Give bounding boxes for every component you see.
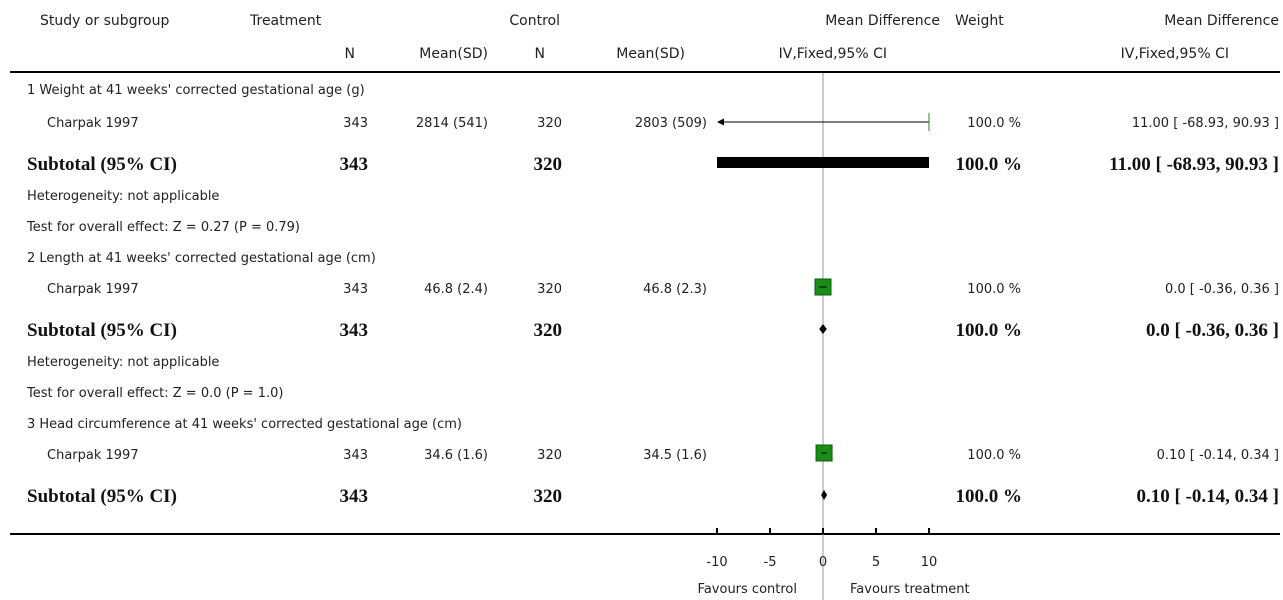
group-1-title: 1 Weight at 41 weeks' corrected gestatio… xyxy=(27,83,365,98)
group-1-study-n2: 320 xyxy=(537,116,562,131)
group-2-study-mean2: 46.8 (2.3) xyxy=(643,282,707,297)
header-treatment: Treatment xyxy=(250,13,322,29)
header-n1: N xyxy=(344,46,355,62)
group-3-study-ci: 0.10 [ -0.14, 0.34 ] xyxy=(1156,448,1279,463)
group-1-heterogeneity: Heterogeneity: not applicable xyxy=(27,189,220,204)
group-3-study-mean2: 34.5 (1.6) xyxy=(643,448,707,463)
group-1-study-mean1: 2814 (541) xyxy=(415,116,488,131)
group-1-overall-effect: Test for overall effect: Z = 0.27 (P = 0… xyxy=(27,220,300,235)
header-study: Study or subgroup xyxy=(40,13,170,29)
group-3-study-name: Charpak 1997 xyxy=(47,448,139,463)
header-control: Control xyxy=(509,13,560,29)
group-3-subtotal-label: Subtotal (95% CI) xyxy=(27,486,177,507)
study-ci-arrow-1 xyxy=(717,118,724,126)
group-2-subtotal-ci: 0.0 [ -0.36, 0.36 ] xyxy=(1146,320,1279,341)
group-2-subtotal-label: Subtotal (95% CI) xyxy=(27,320,177,341)
group-3-study-n1: 343 xyxy=(343,448,368,463)
tick-label-neg10: -10 xyxy=(706,555,728,570)
header-method-plot: IV,Fixed,95% CI xyxy=(778,46,887,62)
group-2-subtotal-weight: 100.0 % xyxy=(955,320,1023,341)
group-1-study-mean2: 2803 (509) xyxy=(634,116,707,131)
subtotal-diamond-3 xyxy=(821,490,828,500)
group-3-subtotal-weight: 100.0 % xyxy=(955,486,1023,507)
group-2-study-n1: 343 xyxy=(343,282,368,297)
group-2-subtotal-n1: 343 xyxy=(339,320,369,341)
group-2-study-ci: 0.0 [ -0.36, 0.36 ] xyxy=(1164,282,1279,297)
group-1-subtotal-n1: 343 xyxy=(339,154,369,175)
header-weight: Weight xyxy=(955,13,1004,29)
header-md-text: Mean Difference xyxy=(1164,13,1279,29)
group-1-subtotal-n2: 320 xyxy=(533,154,563,175)
group-1-subtotal-label: Subtotal (95% CI) xyxy=(27,154,177,175)
group-2-study-name: Charpak 1997 xyxy=(47,282,139,297)
group-3-subtotal-n1: 343 xyxy=(339,486,369,507)
group-2-title: 2 Length at 41 weeks' corrected gestatio… xyxy=(27,251,376,266)
group-1-study-name: Charpak 1997 xyxy=(47,116,139,131)
group-2-heterogeneity: Heterogeneity: not applicable xyxy=(27,355,220,370)
group-2-overall-effect: Test for overall effect: Z = 0.0 (P = 1.… xyxy=(27,386,284,401)
header-mean1: Mean(SD) xyxy=(419,46,488,62)
tick-label-5: 5 xyxy=(871,555,881,570)
favours-treatment-label: Favours treatment xyxy=(850,582,970,597)
group-2-subtotal-n2: 320 xyxy=(533,320,563,341)
header-n2: N xyxy=(534,46,545,62)
header-mean2: Mean(SD) xyxy=(616,46,685,62)
group-1-subtotal-ci: 11.00 [ -68.93, 90.93 ] xyxy=(1109,154,1279,175)
tick-label-10: 10 xyxy=(920,555,938,570)
group-3-subtotal-ci: 0.10 [ -0.14, 0.34 ] xyxy=(1136,486,1279,507)
subtotal-diamond-1 xyxy=(717,157,929,168)
group-2-study-mean1: 46.8 (2.4) xyxy=(424,282,488,297)
group-1-subtotal-weight: 100.0 % xyxy=(955,154,1023,175)
footer-rule xyxy=(10,533,1280,535)
group-3-study-weight: 100.0 % xyxy=(967,448,1021,463)
tick-label-0: 0 xyxy=(818,555,828,570)
header-method-text: IV,Fixed,95% CI xyxy=(1120,46,1229,62)
group-3-study-mean1: 34.6 (1.6) xyxy=(424,448,488,463)
group-1-study-n1: 343 xyxy=(343,116,368,131)
tick-label-neg5: -5 xyxy=(763,555,777,570)
header-md-plot: Mean Difference xyxy=(825,13,940,29)
subtotal-diamond-2 xyxy=(819,324,827,334)
header-rule xyxy=(10,71,1280,73)
group-1-study-ci: 11.00 [ -68.93, 90.93 ] xyxy=(1131,116,1279,131)
group-3-title: 3 Head circumference at 41 weeks' correc… xyxy=(27,417,462,432)
group-1-study-weight: 100.0 % xyxy=(967,116,1021,131)
group-2-study-weight: 100.0 % xyxy=(967,282,1021,297)
group-2-study-n2: 320 xyxy=(537,282,562,297)
favours-control-label: Favours control xyxy=(697,582,797,597)
group-3-subtotal-n2: 320 xyxy=(533,486,563,507)
group-3-study-n2: 320 xyxy=(537,448,562,463)
